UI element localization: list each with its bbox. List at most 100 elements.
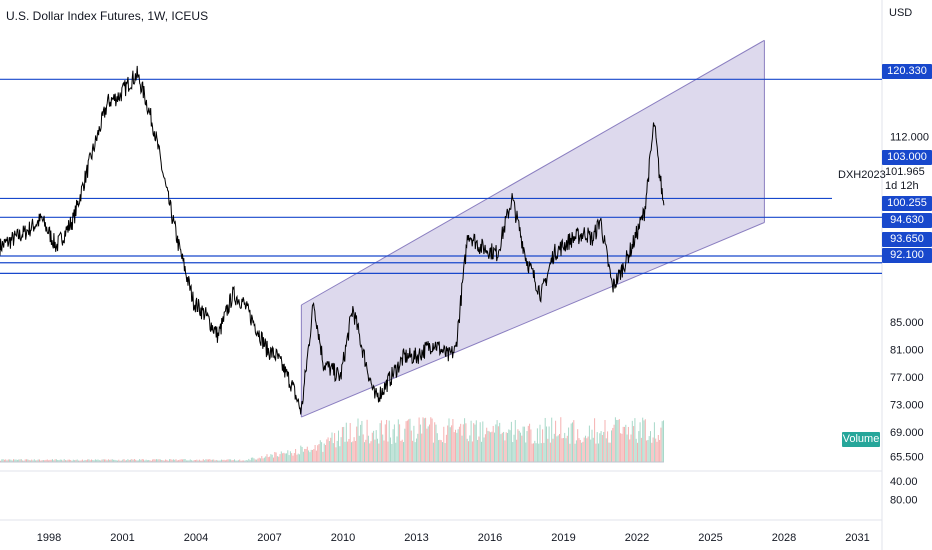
volume-bar bbox=[444, 443, 446, 462]
level-badge-94630[interactable]: 94.630 bbox=[882, 213, 932, 228]
volume-bar bbox=[74, 460, 76, 462]
volume-bar bbox=[501, 432, 503, 462]
volume-bar bbox=[487, 430, 489, 462]
volume-bar bbox=[139, 459, 141, 462]
volume-bar bbox=[514, 420, 516, 462]
volume-bar bbox=[260, 458, 261, 462]
volume-bar bbox=[377, 438, 378, 462]
volume-bar bbox=[93, 460, 95, 462]
volume-bar bbox=[434, 422, 436, 462]
volume-badge[interactable]: Volume bbox=[842, 432, 880, 447]
volume-bar bbox=[492, 425, 494, 462]
volume-bar bbox=[55, 459, 57, 462]
volume-bar bbox=[659, 439, 661, 462]
volume-bar bbox=[533, 443, 534, 462]
volume-bar bbox=[253, 458, 255, 462]
volume-bar bbox=[332, 443, 334, 462]
volume-bar bbox=[65, 460, 66, 462]
volume-bar bbox=[110, 459, 112, 462]
volume-bar bbox=[146, 460, 148, 462]
volume-bar bbox=[136, 460, 138, 462]
level-badge-93650[interactable]: 93.650 bbox=[882, 232, 932, 247]
volume-bar bbox=[412, 440, 414, 462]
volume-bar bbox=[156, 459, 157, 462]
volume-bar bbox=[624, 426, 625, 462]
volume-bar bbox=[367, 435, 369, 462]
level-badge-100255[interactable]: 100.255 bbox=[882, 196, 932, 211]
volume-bar bbox=[176, 460, 178, 462]
volume-bar bbox=[637, 442, 638, 462]
volume-bar bbox=[353, 437, 355, 462]
volume-bar bbox=[172, 459, 174, 462]
volume-bar bbox=[445, 434, 447, 462]
level-badge-120330[interactable]: 120.330 bbox=[882, 64, 932, 79]
volume-bar bbox=[490, 432, 492, 462]
volume-bar bbox=[512, 442, 514, 462]
volume-bar bbox=[605, 438, 607, 462]
volume-bar bbox=[496, 420, 498, 462]
volume-bar bbox=[140, 459, 142, 462]
time-tick-label: 2007 bbox=[257, 532, 281, 544]
volume-bar bbox=[634, 418, 636, 462]
volume-bar bbox=[308, 450, 310, 462]
volume-bar bbox=[122, 459, 124, 462]
volume-bar bbox=[410, 430, 412, 462]
volume-bar bbox=[28, 459, 30, 462]
volume-bar bbox=[518, 430, 520, 462]
volume-bar bbox=[284, 453, 286, 462]
channel-upper-line bbox=[301, 39, 765, 306]
volume-bar bbox=[380, 420, 382, 462]
volume-bar bbox=[594, 418, 596, 462]
volume-bar bbox=[626, 434, 628, 462]
volume-bar bbox=[88, 459, 90, 462]
volume-bar bbox=[304, 448, 306, 462]
volume-bar bbox=[451, 425, 453, 462]
volume-bar bbox=[273, 457, 274, 462]
time-tick-label: 2031 bbox=[845, 532, 869, 544]
volume-bar bbox=[442, 442, 443, 462]
volume-bar bbox=[392, 429, 394, 462]
volume-bar bbox=[302, 451, 304, 462]
volume-bar bbox=[29, 460, 31, 462]
volume-bar bbox=[530, 429, 532, 462]
volume-bar bbox=[361, 420, 363, 462]
volume-bar bbox=[344, 441, 346, 462]
price-axis-panel bbox=[882, 0, 932, 550]
volume-bar bbox=[265, 456, 267, 462]
volume-bar bbox=[205, 459, 207, 462]
volume-bar bbox=[195, 460, 196, 462]
volume-bar bbox=[274, 452, 276, 462]
volume-bar bbox=[509, 430, 511, 462]
volume-bar bbox=[650, 431, 651, 462]
volume-bar bbox=[505, 432, 507, 462]
volume-bar bbox=[2, 459, 4, 462]
volume-bar bbox=[462, 424, 464, 462]
volume-bar bbox=[422, 417, 424, 462]
volume-bar bbox=[106, 460, 108, 462]
volume-bar bbox=[42, 460, 44, 462]
volume-bar bbox=[117, 460, 118, 462]
volume-bar bbox=[154, 459, 156, 462]
volume-bar bbox=[114, 459, 116, 462]
volume-bar bbox=[421, 433, 423, 462]
volume-bar bbox=[542, 429, 544, 462]
volume-bar bbox=[464, 418, 466, 462]
volume-bar bbox=[325, 445, 326, 462]
volume-bar bbox=[529, 423, 531, 462]
volume-bar bbox=[169, 459, 170, 462]
volume-bar bbox=[517, 429, 519, 462]
volume-bar bbox=[96, 459, 98, 462]
volume-bar bbox=[24, 459, 26, 462]
volume-bar bbox=[221, 459, 222, 462]
volume-bar bbox=[105, 459, 107, 462]
volume-bar bbox=[352, 441, 354, 462]
level-badge-92100[interactable]: 92.100 bbox=[882, 248, 932, 263]
volume-bar bbox=[651, 442, 653, 462]
volume-bar bbox=[231, 460, 233, 462]
price-tick-label: 85.000 bbox=[890, 317, 924, 329]
volume-bar bbox=[598, 443, 599, 462]
volume-bar bbox=[9, 459, 11, 462]
level-badge-103000[interactable]: 103.000 bbox=[882, 150, 932, 165]
volume-bar bbox=[92, 459, 94, 462]
